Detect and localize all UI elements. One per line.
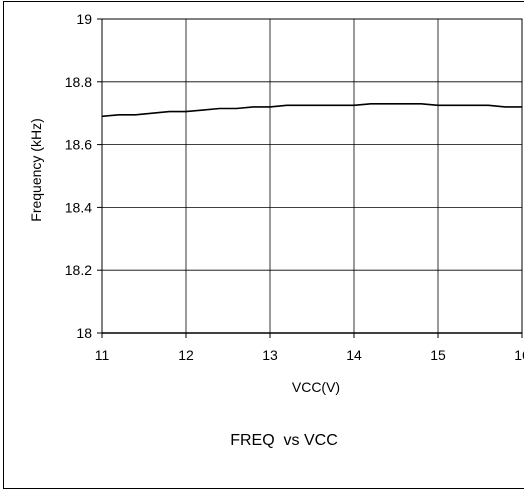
series-layer — [102, 104, 522, 117]
grid-layer — [97, 19, 522, 338]
x-tick-label: 11 — [95, 347, 110, 363]
plot-area-border — [102, 19, 522, 333]
x-tick-label: 16 — [514, 347, 524, 363]
y-tick-label: 18.4 — [65, 199, 92, 215]
y-tick-label: 19 — [76, 11, 92, 27]
y-tick-label: 18 — [76, 325, 92, 341]
x-tick-label: 15 — [430, 347, 446, 363]
x-tick-label: 13 — [262, 347, 278, 363]
y-axis-title: Frequency (kHz) — [28, 118, 44, 221]
x-axis-title: VCC(V) — [292, 379, 340, 395]
y-tick-label: 18.2 — [65, 262, 92, 278]
tick-label-layer: 18 18.2 18.4 18.6 18.8 19 11 12 13 14 15 16 — [65, 11, 524, 363]
x-tick-label: 12 — [178, 347, 194, 363]
y-tick-label: 18.8 — [65, 74, 92, 90]
y-tick-label: 18.6 — [65, 137, 92, 153]
x-tick-label: 14 — [346, 347, 362, 363]
series-line — [102, 104, 522, 117]
chart-title: FREQ vs VCC — [230, 432, 338, 449]
